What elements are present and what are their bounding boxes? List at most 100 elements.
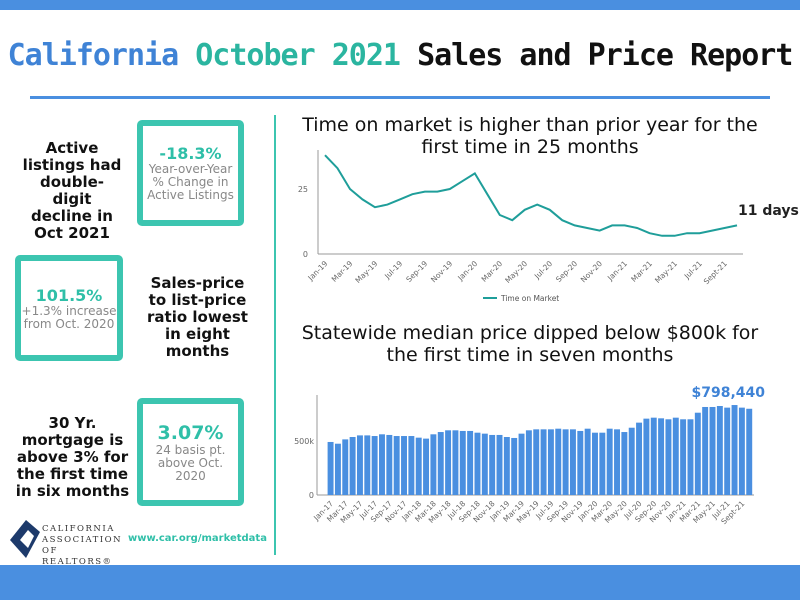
bar-chart: 0500kJan-17Mar-17May-17Jul-17Sep-17Nov-1… — [294, 385, 765, 526]
bar — [415, 437, 422, 495]
bar — [694, 412, 701, 495]
bar — [731, 405, 738, 495]
bar — [555, 428, 562, 495]
bar — [724, 407, 731, 495]
bar — [371, 436, 378, 495]
bar — [672, 417, 679, 495]
bar — [423, 438, 430, 495]
stat-box: 101.5% +1.3% increase from Oct. 2020 — [15, 255, 123, 361]
car-logo-icon — [10, 520, 40, 558]
bar — [738, 407, 745, 495]
bar — [474, 432, 481, 495]
bottom-band — [0, 565, 800, 600]
stat-box: 3.07% 24 basis pt. above Oct. 2020 — [137, 398, 244, 506]
bar — [518, 433, 525, 495]
bar-chart-title: Statewide median price dipped below $800… — [301, 322, 759, 366]
bar — [459, 430, 466, 495]
bar — [481, 433, 488, 495]
bar — [577, 430, 584, 495]
logo-text: CALIFORNIA ASSOCIATION OF REALTORS® — [42, 524, 123, 567]
bar — [643, 418, 650, 495]
title-divider — [30, 96, 770, 99]
x-tick-label: May-21 — [653, 259, 679, 285]
series-line-time-on-market — [324, 154, 738, 237]
bar — [709, 406, 716, 495]
bar — [503, 437, 510, 495]
bar — [408, 436, 415, 495]
bar — [569, 429, 576, 495]
stat-value: 3.07% — [157, 421, 224, 444]
bar — [746, 408, 753, 495]
bar — [349, 437, 356, 495]
stat-box: -18.3% Year-over-Year % Change in Active… — [137, 120, 244, 226]
y-tick-label: 0 — [309, 491, 314, 500]
bar — [614, 429, 620, 495]
x-tick-label: May-20 — [503, 259, 529, 285]
stat-value: 101.5% — [35, 285, 103, 305]
bar — [687, 419, 694, 495]
x-tick-label: Mar-21 — [629, 259, 654, 284]
bar — [562, 429, 569, 495]
bar — [680, 419, 687, 495]
x-tick-label: Sep-20 — [554, 259, 579, 284]
bar — [658, 418, 665, 495]
x-tick-label: Jul-19 — [382, 259, 404, 281]
marketdata-link[interactable]: www.car.org/marketdata — [128, 533, 267, 544]
bar — [540, 429, 547, 495]
x-tick-label: Jan-20 — [455, 259, 479, 283]
bar — [467, 430, 474, 495]
x-tick-label: Mar-20 — [480, 259, 505, 284]
stat-statement: Sales-price to list-price ratio lowest i… — [147, 274, 248, 360]
stat-statement: Active listings had double-digit decline… — [22, 139, 122, 242]
x-tick-label: Mar-19 — [330, 259, 355, 284]
y-tick-label: 500k — [294, 437, 314, 446]
bar — [445, 430, 452, 495]
bar — [401, 436, 407, 495]
stat-statement: 30 Yr. mortgage is above 3% for the firs… — [15, 414, 130, 500]
bar — [702, 406, 709, 495]
y-tick-label: 25 — [298, 185, 308, 194]
bar — [342, 439, 349, 495]
x-tick-label: May-19 — [353, 259, 379, 285]
bar — [334, 443, 341, 495]
bar — [636, 422, 643, 495]
bar — [356, 435, 363, 495]
bar — [327, 441, 334, 495]
bar — [437, 432, 444, 495]
bar — [665, 419, 672, 495]
annotation-label: 11 days — [738, 203, 799, 219]
bar — [452, 430, 459, 495]
legend-label: Time on Market — [500, 294, 559, 303]
bar — [584, 428, 591, 495]
x-tick-label: Jul-20 — [532, 259, 554, 281]
bar — [386, 434, 393, 495]
bar — [650, 417, 657, 495]
bar — [379, 434, 385, 495]
x-tick-label: Sep-19 — [404, 259, 429, 284]
y-tick-label: 0 — [303, 250, 308, 259]
x-tick-label: Jan-21 — [605, 259, 629, 283]
stat-detail: 24 basis pt. above Oct. 2020 — [155, 442, 226, 483]
bar — [511, 437, 518, 495]
bar — [547, 429, 554, 495]
column-divider — [274, 115, 276, 555]
bar — [599, 432, 606, 495]
bar — [533, 429, 540, 495]
bar — [621, 432, 628, 495]
bar — [393, 436, 400, 495]
line-chart-title: Time on market is higher than prior year… — [302, 114, 758, 158]
annotation-label: $798,440 — [691, 385, 765, 401]
bar — [592, 432, 598, 495]
x-tick-label: Sept-21 — [702, 259, 729, 286]
x-tick-label: Nov-20 — [579, 259, 604, 284]
x-tick-label: Jul-21 — [682, 259, 704, 281]
top-band — [0, 0, 800, 10]
bar — [489, 434, 496, 495]
stat-detail: +1.3% increase from Oct. 2020 — [21, 303, 117, 331]
bar — [716, 406, 723, 495]
bar — [496, 434, 503, 495]
stat-detail: Year-over-Year % Change in Active Listin… — [147, 162, 234, 202]
bar — [430, 434, 437, 495]
x-tick-label: Jan-19 — [306, 259, 330, 283]
